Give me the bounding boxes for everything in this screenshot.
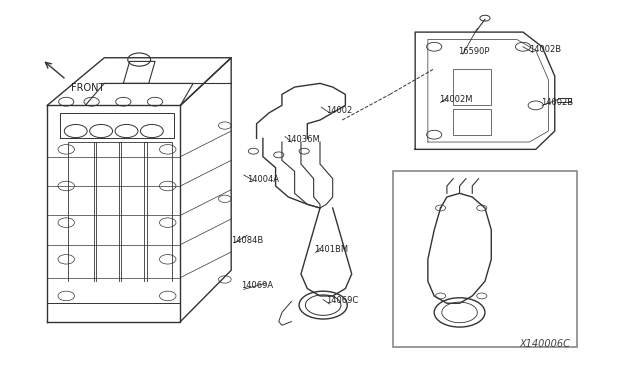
- Text: 1401BM: 1401BM: [314, 245, 348, 254]
- Text: FRONT: FRONT: [71, 83, 105, 93]
- Text: 16590P: 16590P: [458, 47, 490, 56]
- Bar: [393, 171, 577, 347]
- Text: 14002B: 14002B: [541, 98, 573, 107]
- Bar: [453, 109, 492, 135]
- Text: 14002M: 14002M: [439, 94, 473, 103]
- Text: 14084B: 14084B: [231, 235, 264, 245]
- Text: 14002B: 14002B: [529, 45, 561, 54]
- Text: 14069A: 14069A: [241, 282, 273, 291]
- Text: 14069C: 14069C: [326, 296, 358, 305]
- Text: 14036M: 14036M: [286, 135, 320, 144]
- Text: 14002: 14002: [326, 106, 353, 115]
- Bar: [453, 69, 492, 105]
- Text: 14004A: 14004A: [247, 175, 279, 184]
- Text: X140006C: X140006C: [520, 339, 571, 349]
